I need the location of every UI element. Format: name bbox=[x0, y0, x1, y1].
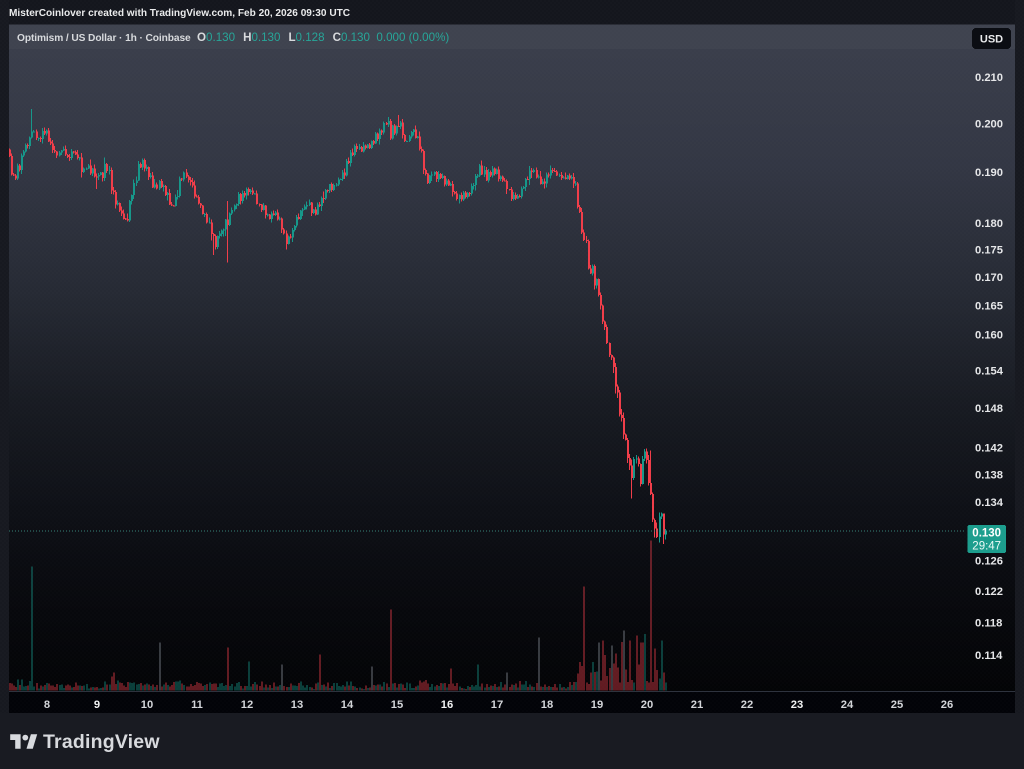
svg-text:0.170: 0.170 bbox=[975, 272, 1003, 284]
svg-text:0.114: 0.114 bbox=[975, 650, 1003, 662]
svg-text:26: 26 bbox=[941, 699, 953, 711]
svg-text:0.190: 0.190 bbox=[975, 167, 1003, 179]
svg-text:20: 20 bbox=[641, 699, 653, 711]
svg-text:22: 22 bbox=[741, 699, 753, 711]
svg-text:18: 18 bbox=[541, 699, 553, 711]
svg-text:11: 11 bbox=[191, 699, 203, 711]
svg-text:0.130: 0.130 bbox=[972, 528, 1001, 540]
svg-text:0.118: 0.118 bbox=[975, 618, 1002, 630]
svg-text:25: 25 bbox=[891, 699, 903, 711]
svg-text:23: 23 bbox=[791, 699, 803, 711]
svg-text:0.138: 0.138 bbox=[975, 469, 1003, 481]
svg-text:24: 24 bbox=[841, 699, 854, 711]
svg-text:21: 21 bbox=[691, 699, 703, 711]
svg-text:0.165: 0.165 bbox=[975, 300, 1003, 312]
svg-text:0.142: 0.142 bbox=[975, 442, 1003, 454]
svg-text:16: 16 bbox=[441, 699, 453, 711]
svg-text:15: 15 bbox=[391, 699, 403, 711]
svg-text:0.175: 0.175 bbox=[975, 245, 1003, 257]
svg-text:29:47: 29:47 bbox=[972, 541, 1001, 553]
svg-text:0.200: 0.200 bbox=[975, 118, 1003, 130]
svg-text:0.126: 0.126 bbox=[975, 555, 1003, 567]
svg-text:19: 19 bbox=[591, 699, 603, 711]
svg-text:8: 8 bbox=[44, 699, 50, 711]
svg-text:14: 14 bbox=[341, 699, 354, 711]
svg-text:USD: USD bbox=[980, 34, 1003, 46]
svg-text:0.160: 0.160 bbox=[975, 329, 1003, 341]
svg-text:0.154: 0.154 bbox=[975, 366, 1004, 378]
svg-text:0.180: 0.180 bbox=[975, 218, 1003, 230]
svg-text:17: 17 bbox=[491, 699, 503, 711]
svg-text:13: 13 bbox=[291, 699, 303, 711]
svg-text:0.148: 0.148 bbox=[975, 403, 1003, 415]
svg-text:0.210: 0.210 bbox=[975, 72, 1003, 84]
svg-text:0.134: 0.134 bbox=[975, 497, 1004, 509]
svg-text:10: 10 bbox=[141, 699, 153, 711]
svg-text:0.122: 0.122 bbox=[975, 586, 1003, 598]
svg-text:9: 9 bbox=[94, 699, 100, 711]
svg-text:12: 12 bbox=[241, 699, 253, 711]
